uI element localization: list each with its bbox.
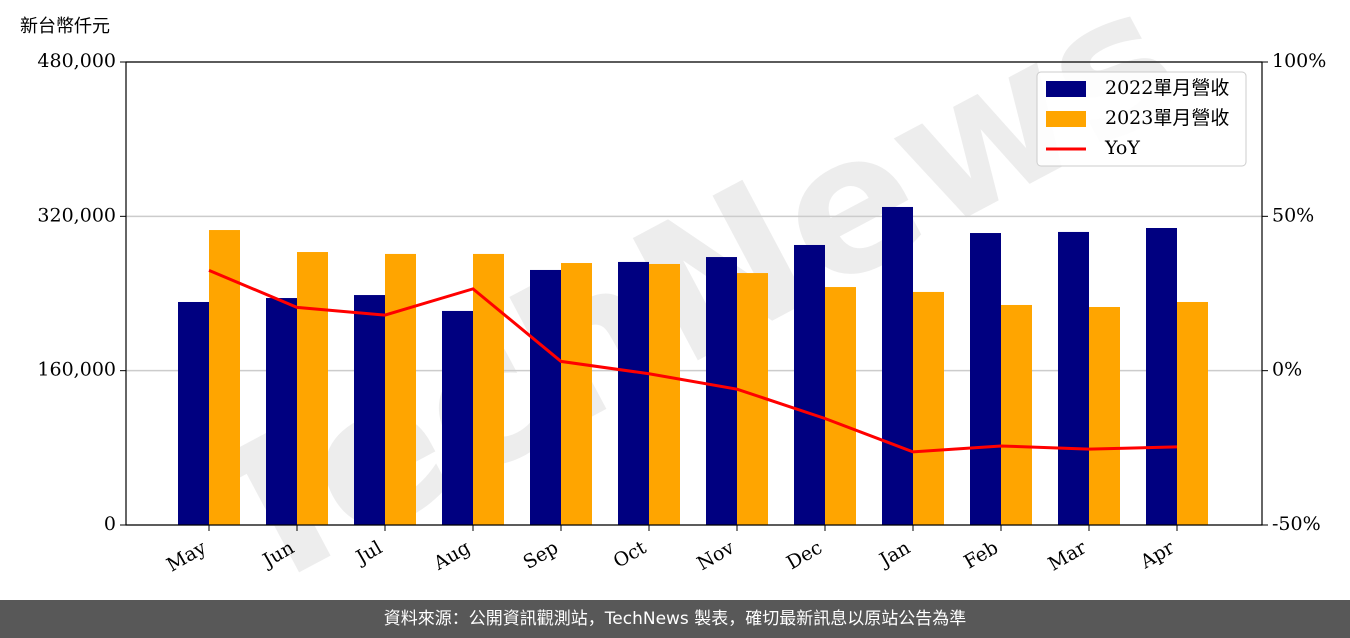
legend-swatch — [1046, 111, 1086, 127]
legend-label: 2022單月營收 — [1105, 77, 1229, 99]
x-tick-label: Mar — [1044, 536, 1090, 575]
footer-bar — [0, 600, 1350, 638]
legend-label: 2023單月營收 — [1105, 107, 1229, 129]
y-tick-label: 480,000 — [37, 50, 116, 72]
y-tick-label: 320,000 — [37, 204, 116, 226]
bar — [825, 287, 856, 525]
legend-box — [1036, 71, 1247, 167]
x-tick-label: Dec — [783, 537, 826, 575]
y-tick-label: 160,000 — [37, 359, 116, 381]
y-axis-label: 新台幣仟元 — [20, 16, 110, 37]
bar — [178, 301, 209, 525]
bar — [442, 310, 473, 525]
x-tick-label: Nov — [693, 536, 738, 575]
y2-tick-label: 50% — [1272, 204, 1314, 226]
x-tick-label: Apr — [1136, 536, 1179, 573]
bar — [266, 298, 297, 525]
x-tick-label: May — [163, 536, 210, 576]
bar — [794, 244, 825, 526]
bar — [1177, 301, 1208, 525]
footer: 資料來源：公開資訊觀測站，TechNews 製表，確切最新訊息以原站公告為準 — [384, 609, 966, 629]
bar — [561, 263, 592, 525]
x-tick-label: Jan — [874, 537, 914, 573]
bar — [1001, 304, 1032, 525]
bar — [1146, 228, 1177, 525]
bar — [913, 291, 944, 525]
bar — [1058, 231, 1089, 525]
x-tick-label: Oct — [610, 536, 651, 572]
bar — [354, 295, 385, 525]
legend-swatch — [1046, 81, 1086, 97]
bar — [618, 261, 649, 525]
bar — [706, 257, 737, 525]
legend-label: YoY — [1104, 137, 1140, 159]
y2-tick-label: -50% — [1272, 513, 1321, 535]
bar — [530, 269, 561, 525]
plot-frame — [125, 61, 1263, 526]
bar — [385, 253, 416, 525]
bar — [297, 252, 328, 525]
y2-tick-label: 100% — [1272, 50, 1326, 72]
line — [208, 268, 1178, 454]
y-tick-label: 0 — [104, 513, 116, 535]
bar — [209, 230, 240, 526]
x-tick-label: Feb — [960, 537, 1002, 574]
x-tick-label: Sep — [519, 537, 562, 574]
bar — [473, 253, 504, 525]
y2-tick-label: 0% — [1272, 359, 1302, 381]
bar — [970, 233, 1001, 525]
bar — [649, 263, 680, 525]
bar — [882, 206, 913, 525]
bar — [1089, 307, 1120, 525]
